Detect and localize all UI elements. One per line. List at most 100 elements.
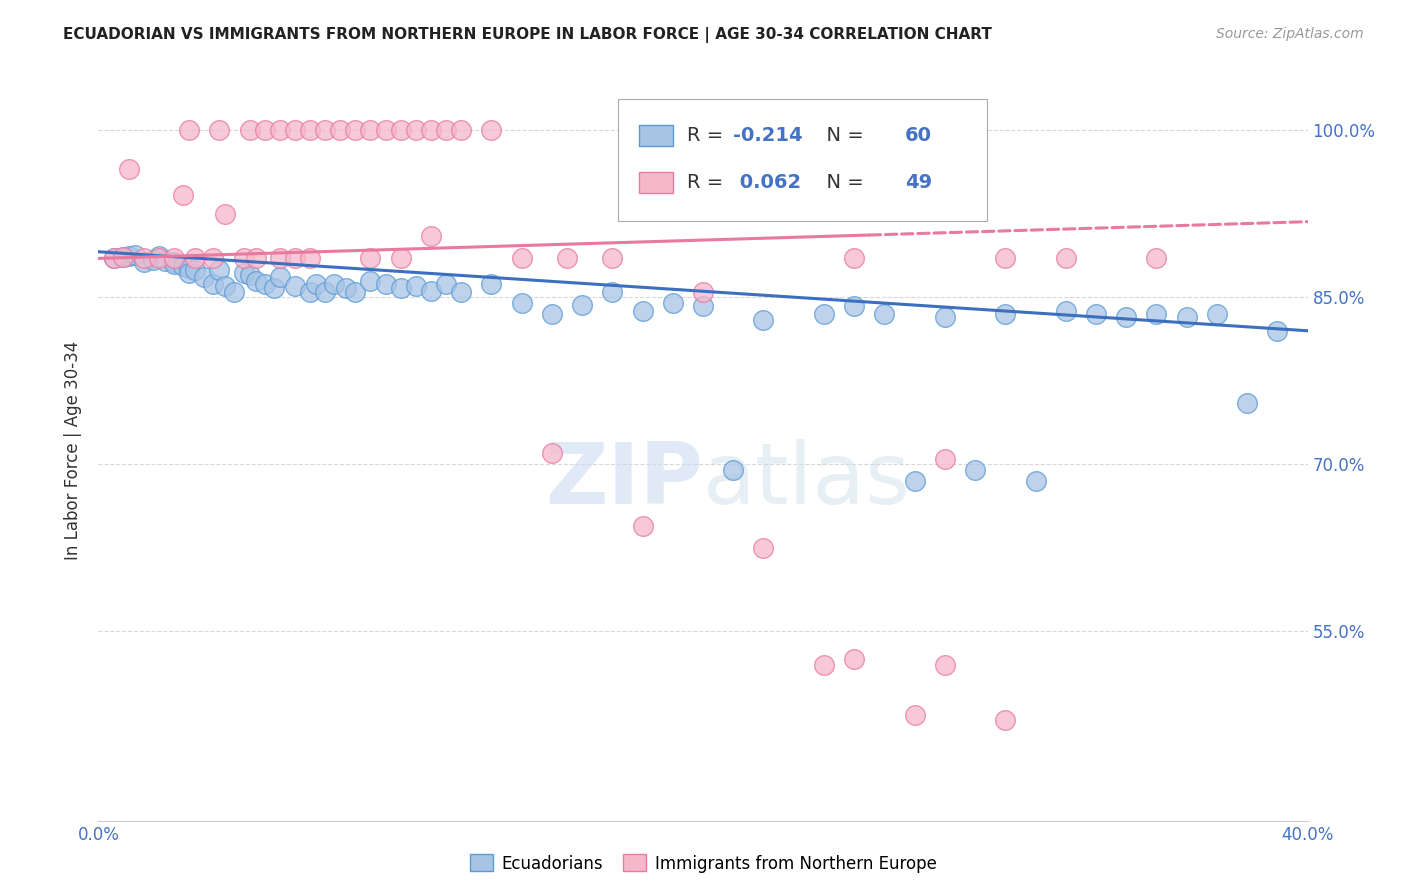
Point	[481, 123, 503, 137]
Point	[1206, 307, 1229, 321]
Point	[153, 253, 176, 268]
Point	[934, 310, 956, 325]
Point	[405, 123, 427, 137]
Point	[184, 252, 207, 266]
Point	[752, 312, 775, 326]
Point	[389, 281, 412, 295]
Point	[305, 277, 328, 291]
Point	[245, 252, 267, 266]
Point	[245, 274, 267, 288]
Point	[269, 270, 291, 285]
Point	[323, 277, 346, 291]
Point	[692, 285, 714, 299]
Text: ZIP: ZIP	[546, 439, 703, 522]
Text: N =: N =	[814, 127, 870, 145]
Point	[844, 299, 866, 313]
Point	[450, 285, 472, 299]
Point	[434, 123, 457, 137]
Y-axis label: In Labor Force | Age 30-34: In Labor Force | Age 30-34	[65, 341, 83, 560]
Point	[389, 252, 412, 266]
Text: R =: R =	[688, 173, 730, 192]
Point	[631, 518, 654, 533]
Point	[752, 123, 775, 137]
Point	[344, 123, 367, 137]
Point	[813, 307, 835, 321]
Point	[360, 274, 382, 288]
Point	[111, 250, 134, 264]
Point	[103, 252, 125, 266]
Text: R =: R =	[688, 127, 730, 145]
Point	[723, 463, 745, 477]
Text: atlas: atlas	[703, 439, 911, 522]
Point	[253, 123, 276, 137]
Point	[813, 657, 835, 672]
Text: N =: N =	[814, 173, 870, 192]
Point	[163, 252, 186, 266]
Point	[142, 252, 165, 267]
Point	[904, 707, 927, 722]
Point	[873, 307, 896, 321]
Legend: Ecuadorians, Immigrants from Northern Europe: Ecuadorians, Immigrants from Northern Eu…	[463, 847, 943, 880]
Point	[132, 254, 155, 268]
Point	[1175, 310, 1198, 325]
Point	[420, 123, 443, 137]
FancyBboxPatch shape	[638, 126, 673, 146]
Point	[299, 285, 322, 299]
Point	[179, 266, 201, 280]
Point	[571, 298, 593, 312]
Point	[299, 123, 322, 137]
Point	[172, 259, 194, 273]
Point	[232, 252, 254, 266]
Point	[934, 657, 956, 672]
Point	[214, 279, 236, 293]
Point	[148, 252, 170, 266]
Point	[994, 714, 1017, 728]
Text: 49: 49	[905, 173, 932, 192]
Point	[752, 541, 775, 555]
Point	[193, 270, 215, 285]
Point	[555, 252, 578, 266]
Point	[269, 123, 291, 137]
Point	[335, 281, 357, 295]
Point	[844, 252, 866, 266]
Point	[934, 451, 956, 466]
Point	[1236, 396, 1258, 410]
Point	[540, 307, 562, 321]
Point	[420, 284, 443, 298]
Point	[389, 123, 412, 137]
Point	[344, 285, 367, 299]
Text: 0.062: 0.062	[734, 173, 801, 192]
Point	[163, 257, 186, 271]
Point	[299, 252, 322, 266]
Point	[263, 281, 285, 295]
Point	[148, 249, 170, 263]
Point	[329, 123, 352, 137]
Point	[1085, 307, 1108, 321]
Point	[434, 277, 457, 291]
FancyBboxPatch shape	[638, 172, 673, 193]
Point	[118, 162, 141, 177]
Point	[510, 252, 533, 266]
Point	[1144, 252, 1167, 266]
Point	[202, 252, 225, 266]
Text: Source: ZipAtlas.com: Source: ZipAtlas.com	[1216, 27, 1364, 41]
Point	[202, 277, 225, 291]
Point	[132, 252, 155, 266]
Point	[284, 279, 307, 293]
Point	[208, 262, 231, 277]
Point	[284, 123, 307, 137]
Point	[602, 285, 624, 299]
Point	[1054, 303, 1077, 318]
Point	[631, 303, 654, 318]
Point	[965, 463, 987, 477]
Point	[118, 249, 141, 263]
Point	[692, 299, 714, 313]
Point	[1024, 474, 1046, 488]
Point	[103, 252, 125, 266]
Point	[1115, 310, 1137, 325]
Point	[360, 252, 382, 266]
Point	[481, 277, 503, 291]
Point	[124, 248, 146, 262]
Text: -0.214: -0.214	[734, 127, 803, 145]
Point	[184, 262, 207, 277]
